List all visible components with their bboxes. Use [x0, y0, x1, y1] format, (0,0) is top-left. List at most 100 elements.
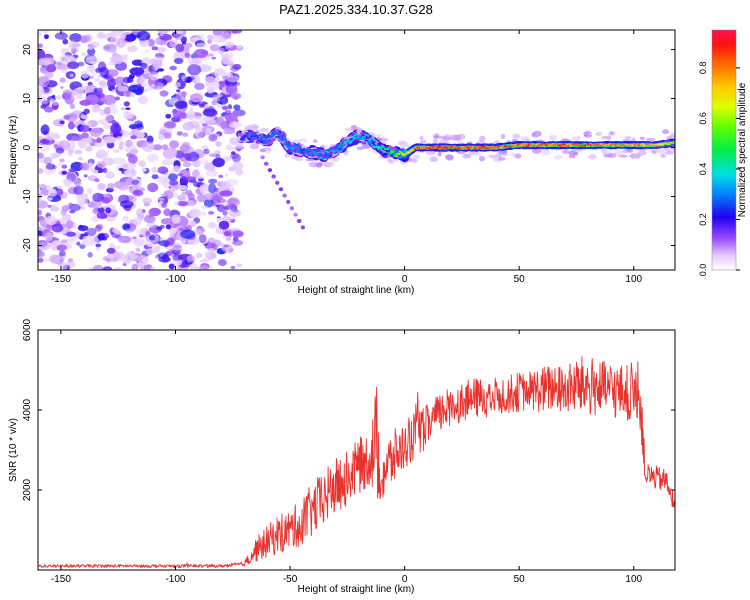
noise-speckle: [172, 110, 183, 118]
x-tick-label: -50: [283, 274, 298, 285]
noise-speckle: [83, 174, 88, 178]
trace-segment: [266, 134, 270, 138]
noise-speckle: [211, 100, 218, 106]
noise-speckle: [40, 124, 50, 136]
noise-speckle: [168, 263, 175, 270]
noise-speckle: [180, 229, 196, 239]
noise-speckle: [198, 234, 207, 244]
noise-speckle: [227, 199, 234, 205]
trace-halo: [433, 135, 439, 139]
noise-speckle: [177, 194, 187, 201]
noise-speckle: [92, 192, 104, 202]
noise-speckle: [161, 202, 167, 208]
noise-speckle: [39, 144, 50, 152]
trace-halo: [398, 141, 408, 147]
trace-segment: [403, 154, 407, 157]
trace-segment: [339, 143, 343, 146]
streak-blob: [289, 206, 295, 211]
trace-halo: [419, 135, 424, 140]
noise-speckle: [203, 198, 214, 208]
trace-halo: [597, 131, 603, 136]
trace-halo: [606, 135, 612, 141]
noise-speckle: [208, 211, 215, 215]
noise-speckle: [225, 216, 234, 222]
noise-speckle: [160, 218, 174, 225]
noise-speckle: [90, 71, 97, 76]
noise-speckle: [80, 70, 90, 79]
noise-speckle: [83, 108, 90, 115]
snr-x-label: Height of straight line (km): [298, 584, 415, 595]
noise-speckle: [110, 108, 119, 115]
noise-speckle: [163, 121, 176, 129]
noise-speckle: [102, 266, 113, 270]
snr-y-ticks: 2000 4000 6000: [22, 318, 675, 501]
noise-speckle: [48, 254, 61, 264]
noise-speckle: [91, 236, 99, 244]
noise-speckle: [39, 138, 50, 144]
noise-speckle: [160, 193, 168, 197]
noise-speckle: [115, 96, 120, 101]
noise-speckle: [206, 53, 214, 57]
noise-speckle: [81, 114, 89, 120]
noise-speckle: [217, 116, 225, 126]
noise-speckle: [128, 84, 141, 93]
noise-speckle: [117, 181, 130, 191]
noise-speckle: [107, 183, 115, 190]
noise-speckle: [200, 158, 209, 165]
noise-speckle: [38, 200, 48, 209]
noise-speckle: [135, 208, 144, 218]
noise-speckle: [70, 133, 83, 141]
noise-speckle: [193, 228, 202, 236]
noise-speckle: [237, 44, 243, 50]
trace-halo: [601, 148, 607, 153]
x-tick-label: -100: [165, 574, 185, 585]
trace-halo: [497, 156, 506, 161]
trace-segment: [286, 140, 291, 146]
noise-speckle: [165, 224, 172, 230]
snr-series-group: [38, 356, 675, 569]
trace-segment: [341, 145, 345, 149]
noise-speckle: [60, 68, 68, 73]
noise-speckle: [163, 132, 172, 139]
noise-speckle: [95, 243, 101, 248]
trace-halo: [635, 153, 641, 159]
trace-segment: [343, 140, 347, 144]
trace-halo: [244, 125, 253, 129]
noise-speckle: [112, 149, 120, 153]
streak-blob: [282, 193, 287, 198]
noise-speckle: [51, 204, 58, 208]
noise-speckle: [97, 207, 105, 213]
noise-speckle: [73, 120, 80, 126]
noise-speckle: [97, 183, 106, 191]
noise-speckle: [79, 125, 90, 133]
noise-speckle: [203, 192, 214, 200]
trace-halo: [549, 134, 557, 141]
noise-speckle: [96, 137, 102, 144]
noise-speckle: [96, 246, 100, 252]
noise-speckle: [157, 252, 169, 259]
noise-speckle: [190, 221, 197, 228]
noise-speckle: [58, 54, 74, 64]
noise-speckle: [39, 187, 48, 196]
noise-speckle: [151, 166, 159, 174]
streak-blob: [271, 174, 276, 179]
noise-speckle: [231, 230, 244, 238]
trace-halo: [568, 154, 576, 159]
noise-speckle: [136, 228, 147, 237]
trace-segment: [280, 137, 284, 142]
noise-speckle: [154, 59, 163, 68]
trace-segment: [277, 132, 282, 138]
colorbar-tick-label: 0.8: [698, 62, 708, 75]
noise-speckle: [133, 238, 145, 247]
figure-title: PAZ1.2025.334.10.37.G28: [279, 2, 433, 17]
noise-speckle: [99, 66, 110, 78]
spectrogram-y-ticks: -20 -10 0 10 20: [22, 44, 675, 253]
noise-speckle: [126, 76, 134, 83]
noise-speckle: [187, 64, 202, 76]
noise-speckle: [59, 77, 66, 83]
noise-speckle: [221, 32, 232, 40]
trace-segment: [376, 146, 380, 150]
noise-speckle: [195, 148, 202, 154]
noise-speckle: [148, 207, 161, 217]
noise-speckle: [56, 244, 67, 251]
